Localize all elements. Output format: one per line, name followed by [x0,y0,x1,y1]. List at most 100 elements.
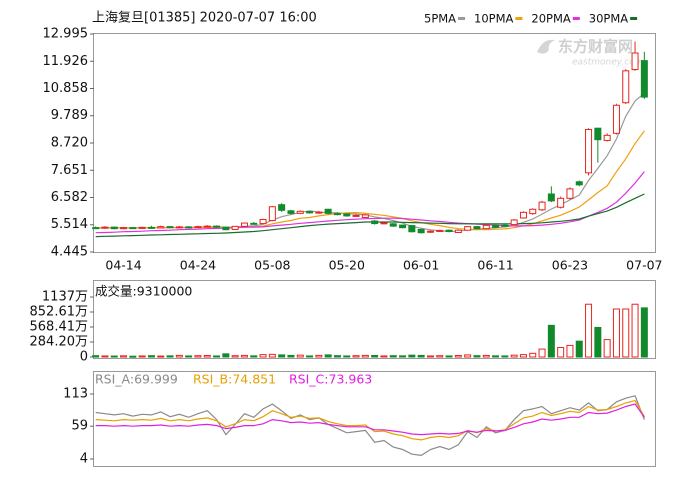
volume-title: 成交量:9310000 [95,284,192,299]
x-tick-label: 05-20 [329,258,365,273]
rsi-panel [93,371,656,467]
candle-body [426,230,434,233]
volume-bar [612,308,620,358]
y-tick-label: 7.651 [51,163,88,178]
candle-body [566,188,574,199]
volume-bar [250,355,258,358]
legend-label: RSI_B:74.851 [193,372,276,387]
volume-bar [343,355,351,358]
candle-body [510,219,518,226]
x-tick-label: 04-24 [180,258,216,273]
volume-bar [529,352,537,358]
volume-bar [175,354,183,358]
candle-body [538,201,546,211]
candle-body [92,227,100,230]
y-tick-label: 12.995 [43,27,89,42]
volume-bar [594,326,602,358]
candle-body [464,226,472,231]
candle-body [454,229,462,233]
candle-body [250,222,258,225]
candle-body [240,222,248,227]
candle-body [417,228,425,234]
volume-bar [575,340,583,358]
volume-bar [352,355,360,358]
candle-body [501,224,509,227]
volume-bar [510,354,518,358]
candle-body [287,210,295,214]
candle-body [101,226,109,229]
candle-body [594,127,602,141]
volume-bar [473,355,481,358]
volume-bar [454,355,462,358]
watermark-logo [537,39,555,54]
candle-body [361,214,369,218]
candle-body [147,226,155,229]
ma-line [95,171,645,234]
volume-bar [538,348,546,358]
candle-body [547,193,555,202]
chart-title: 上海复旦[01385] 2020-07-07 16:00 [92,11,317,26]
volume-bar [482,354,490,358]
candle-body [324,208,332,214]
volume-bar [585,303,593,358]
y-tick-label: 568.41万 [30,320,89,335]
volume-bar [110,355,118,358]
legend-swatch [458,17,466,20]
watermark-sub: eastmoney.com [572,58,644,68]
candle-body [436,229,444,232]
y-tick-label: 11.926 [43,54,89,69]
volume-bar [408,354,416,358]
y-tick-label: 6.582 [51,190,88,205]
y-tick-label: 113 [63,387,88,402]
candle-body [371,220,379,225]
candle-body [445,229,453,232]
legend-swatch [515,17,523,20]
candle-body [343,213,351,217]
volume-bar [296,354,304,358]
y-tick-label: 8.720 [51,136,88,151]
volume-bar [557,347,565,358]
volume-bar [547,324,555,358]
x-tick-label: 06-11 [477,258,513,273]
candle-body [640,60,648,98]
y-tick-label: 5.514 [51,217,88,232]
volume-bar [138,355,146,358]
candle-body [631,52,639,71]
candle-body [529,208,537,215]
candle-body [138,226,146,229]
volume-bar [306,355,314,358]
candle-body [296,210,304,214]
watermark-text: 东方财富网 [558,38,633,56]
watermark: 东方财富网 eastmoney.com [537,38,644,68]
candle-body [110,226,118,230]
y-tick-label: 284.20万 [30,335,89,350]
volume-panel [93,280,656,359]
volume-bar [501,355,509,358]
volume-bar [445,355,453,358]
volume-bar [464,354,472,358]
candle-body [389,223,397,227]
y-tick-label: 1137万 [42,290,88,305]
y-tick-label: 852.61万 [30,305,89,320]
volume-bar [417,354,425,358]
volume-bar [399,355,407,358]
candle-body [575,181,583,186]
y-tick-label: 9.789 [51,108,88,123]
volume-bar [315,354,323,358]
candle-body [557,197,565,208]
candle-body [315,211,323,214]
volume-bar [213,355,221,358]
candle-body [120,227,128,230]
candle-body [175,226,183,229]
candle-body [399,224,407,229]
legend-label: RSI_C:73.963 [289,372,372,387]
volume-bar [268,353,276,358]
candle-body [259,218,267,225]
x-tick-label: 06-01 [403,258,439,273]
x-tick-label: 04-14 [105,258,141,273]
volume-bar [166,355,174,358]
candle-body [213,225,221,228]
candle-body [585,128,593,174]
candle-body [222,226,230,231]
